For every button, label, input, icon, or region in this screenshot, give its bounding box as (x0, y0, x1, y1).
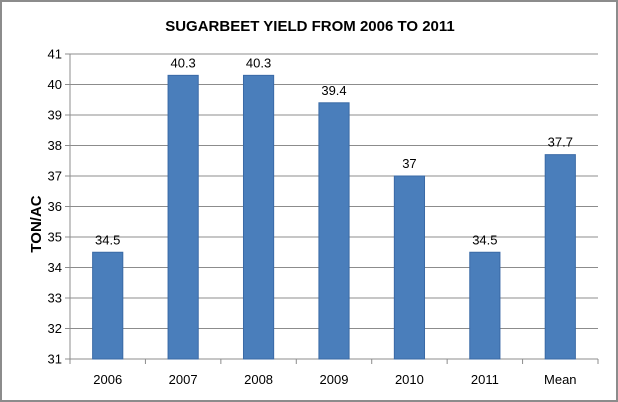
bar-2009 (318, 102, 350, 360)
bars (92, 74, 576, 360)
y-tick-label: 38 (48, 138, 62, 153)
y-tick-label: 35 (48, 230, 62, 245)
y-tick-label: 41 (48, 47, 62, 62)
x-tick-label: Mean (544, 372, 577, 387)
y-tick-label: 40 (48, 77, 62, 92)
bar-mean (544, 154, 576, 360)
bar-2006 (92, 251, 124, 360)
x-tick-label: 2011 (471, 372, 499, 387)
y-tick-label: 34 (48, 260, 62, 275)
data-labels: 34.5 40.3 40.3 39.4 37 34.5 37.7 (95, 55, 573, 247)
bar-2008 (242, 74, 275, 360)
x-tick-label: 2009 (320, 372, 349, 387)
x-tick-label: 2006 (93, 372, 122, 387)
data-label: 39.4 (321, 83, 346, 98)
y-tick-label: 31 (48, 352, 62, 367)
x-tick-label: 2007 (169, 372, 198, 387)
y-tick-label: 33 (48, 291, 62, 306)
x-tick-label: 2008 (244, 372, 273, 387)
data-label: 37.7 (548, 135, 573, 150)
y-tick-label: 32 (48, 321, 62, 336)
data-label: 37 (402, 156, 416, 171)
data-label: 40.3 (170, 55, 195, 70)
data-label: 34.5 (95, 232, 120, 247)
bar-2011 (469, 251, 501, 360)
bar-2010 (393, 175, 426, 360)
y-axis-title: TON/AC (28, 195, 45, 252)
y-tick-label: 36 (48, 199, 62, 214)
bar-2007 (167, 74, 199, 360)
chart-title: SUGARBEET YIELD FROM 2006 TO 2011 (165, 18, 455, 35)
y-tick-labels: 31 32 33 34 35 36 37 38 39 40 41 (48, 47, 62, 367)
data-label: 34.5 (472, 232, 497, 247)
y-tick-label: 39 (48, 108, 62, 123)
x-tick-label: 2010 (395, 372, 424, 387)
y-tick-label: 37 (48, 169, 62, 184)
data-label: 40.3 (246, 55, 271, 70)
x-tick-labels: 2006 2007 2008 2009 2010 2011 Mean (93, 372, 576, 387)
